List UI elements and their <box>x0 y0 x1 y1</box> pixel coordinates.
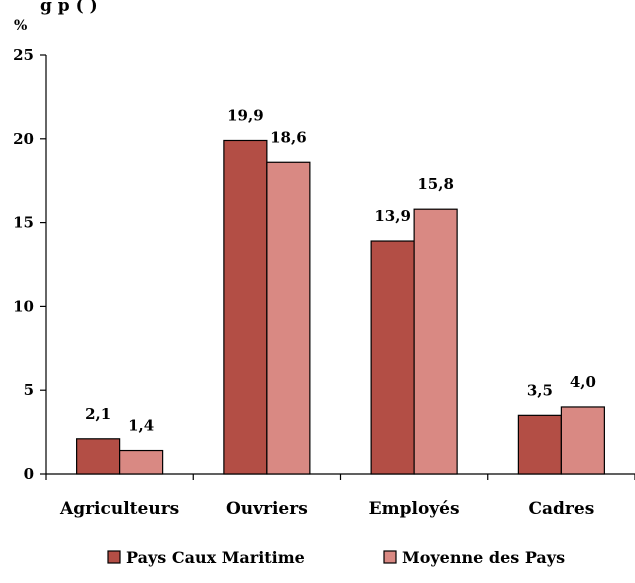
bar <box>517 414 562 475</box>
legend-label: Moyenne des Pays <box>402 548 565 567</box>
y-tick-label: 10 <box>13 297 34 315</box>
data-label: 4,0 <box>570 373 596 391</box>
bar <box>413 208 458 475</box>
chart-title-partial: g p ( ) <box>40 0 98 16</box>
bar <box>119 449 164 475</box>
y-tick-label: 0 <box>24 465 34 483</box>
x-tick-label: Agriculteurs <box>59 499 179 519</box>
data-label: 15,8 <box>417 175 454 193</box>
legend-swatch <box>107 550 121 564</box>
x-axis: Agriculteurs Ouvriers Employés Cadres <box>45 473 635 519</box>
bar <box>266 161 311 475</box>
y-tick-label: 5 <box>24 381 34 399</box>
x-tick-label: Ouvriers <box>226 499 308 519</box>
data-labels: 2,1 1,4 19,9 18,6 13,9 15,8 3,5 4,0 <box>85 106 596 434</box>
legend-swatch <box>383 550 397 564</box>
y-tick-label: 15 <box>13 214 34 232</box>
legend-label: Pays Caux Maritime <box>126 548 305 567</box>
bar <box>370 240 415 475</box>
y-tick-label: 25 <box>13 46 34 64</box>
bars <box>76 139 605 475</box>
legend: Pays Caux Maritime Moyenne des Pays <box>107 548 565 567</box>
data-label: 19,9 <box>227 106 264 124</box>
data-label: 1,4 <box>128 417 154 435</box>
y-tick-label: 20 <box>13 130 34 148</box>
data-label: 2,1 <box>85 405 111 423</box>
data-label: 3,5 <box>527 381 553 399</box>
bar <box>223 139 268 475</box>
data-label: 18,6 <box>270 128 307 146</box>
bar <box>560 406 605 475</box>
x-tick-label: Employés <box>369 499 460 519</box>
y-unit-label: % <box>14 18 27 34</box>
y-axis: 0 5 10 15 20 25 <box>13 46 47 483</box>
x-tick-label: Cadres <box>528 499 594 519</box>
data-label: 13,9 <box>374 207 411 225</box>
bar <box>76 438 121 475</box>
